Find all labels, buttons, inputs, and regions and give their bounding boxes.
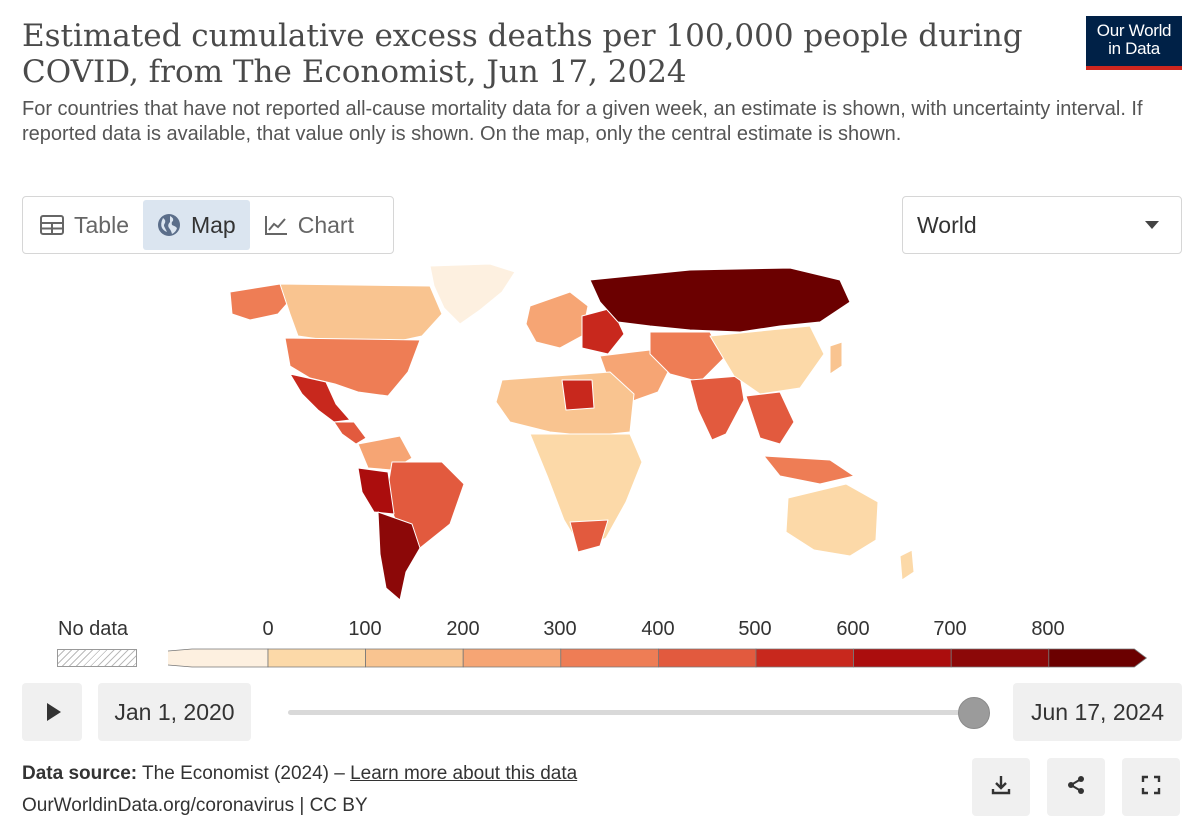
world-map[interactable] <box>130 262 1070 607</box>
region-new-zealand <box>899 549 915 581</box>
download-button[interactable] <box>972 758 1030 816</box>
owid-logo[interactable]: Our World in Data <box>1086 16 1182 70</box>
no-data-swatch <box>57 649 137 667</box>
tab-map[interactable]: Map <box>142 200 250 250</box>
url-license[interactable]: OurWorldinData.org/coronavirus | CC BY <box>22 795 368 816</box>
color-legend: 0 100 200 300 400 500 600 700 800 <box>168 612 1148 672</box>
legend-tick: 600 <box>836 618 870 640</box>
legend-bin-2[interactable] <box>365 648 464 668</box>
tab-map-label: Map <box>190 211 236 238</box>
start-date-button[interactable]: Jan 1, 2020 <box>98 683 251 741</box>
region-select-value: World <box>917 211 977 238</box>
source-text: The Economist (2024) – <box>142 763 345 784</box>
region-japan <box>829 341 843 375</box>
share-icon <box>1065 774 1087 801</box>
chart-subtitle: For countries that have not reported all… <box>22 98 1143 145</box>
region-select[interactable]: World <box>902 196 1182 254</box>
region-southern-cone <box>377 511 421 601</box>
legend-tick: 500 <box>738 618 772 640</box>
region-libya <box>561 379 595 411</box>
legend-tick: 0 <box>262 618 274 640</box>
region-india <box>689 375 745 441</box>
data-source-line: Data source: The Economist (2024) – Lear… <box>22 763 577 785</box>
region-greenland <box>429 263 516 325</box>
legend-tick: 300 <box>543 618 577 640</box>
learn-more-link[interactable]: Learn more about this data <box>350 763 578 784</box>
timeline-slider-track[interactable] <box>288 710 978 715</box>
globe-icon <box>157 213 181 237</box>
legend-bin-0[interactable] <box>168 648 269 668</box>
legend-bin-1[interactable] <box>267 648 366 668</box>
chevron-down-icon <box>1145 221 1159 229</box>
timeline-slider-handle[interactable] <box>958 697 990 729</box>
view-tabs: Table Map Chart <box>22 196 394 254</box>
tab-chart-label: Chart <box>297 211 354 238</box>
legend-bin-9[interactable] <box>1048 648 1148 668</box>
play-icon <box>47 703 61 721</box>
legend-bin-6[interactable] <box>755 648 854 668</box>
source-label: Data source: <box>22 763 138 784</box>
no-data-label: No data <box>58 618 129 640</box>
legend-bin-4[interactable] <box>560 648 659 668</box>
region-mexico <box>289 373 351 423</box>
logo-accent-bar <box>1086 66 1182 70</box>
region-western-europe <box>525 291 589 349</box>
region-russia <box>589 267 851 333</box>
fullscreen-icon <box>1141 775 1161 800</box>
logo-line-1: Our World <box>1096 21 1172 40</box>
chart-title: Estimated cumulative excess deaths per 1… <box>22 18 1023 90</box>
legend-bin-3[interactable] <box>462 648 562 668</box>
legend-bin-7[interactable] <box>853 648 952 668</box>
legend-tick: 100 <box>348 618 382 640</box>
legend-color-bar <box>168 648 1148 668</box>
play-button[interactable] <box>22 683 82 741</box>
tab-table-label: Table <box>74 211 129 238</box>
region-china <box>709 325 825 395</box>
end-date-button[interactable]: Jun 17, 2024 <box>1013 683 1182 741</box>
logo-line-2: in Data <box>1108 39 1160 58</box>
region-central-america <box>333 421 367 445</box>
download-icon <box>990 774 1012 801</box>
fullscreen-button[interactable] <box>1122 758 1180 816</box>
region-indonesia <box>763 455 855 485</box>
region-peru <box>357 467 395 515</box>
tab-table[interactable]: Table <box>26 200 143 250</box>
region-usa <box>284 337 421 397</box>
region-southeast-asia <box>745 391 795 445</box>
region-australia <box>785 483 879 557</box>
share-button[interactable] <box>1047 758 1105 816</box>
legend-tick: 800 <box>1031 618 1065 640</box>
tab-chart[interactable]: Chart <box>250 200 368 250</box>
legend-bin-5[interactable] <box>658 648 757 668</box>
legend-bin-8[interactable] <box>950 648 1050 668</box>
region-sub-saharan-africa <box>529 433 643 551</box>
legend-tick: 700 <box>933 618 967 640</box>
line-chart-icon <box>264 215 288 235</box>
table-icon <box>40 215 64 235</box>
legend-tick: 200 <box>446 618 480 640</box>
legend-tick: 400 <box>641 618 675 640</box>
region-canada <box>279 283 443 345</box>
region-south-africa <box>569 519 609 553</box>
